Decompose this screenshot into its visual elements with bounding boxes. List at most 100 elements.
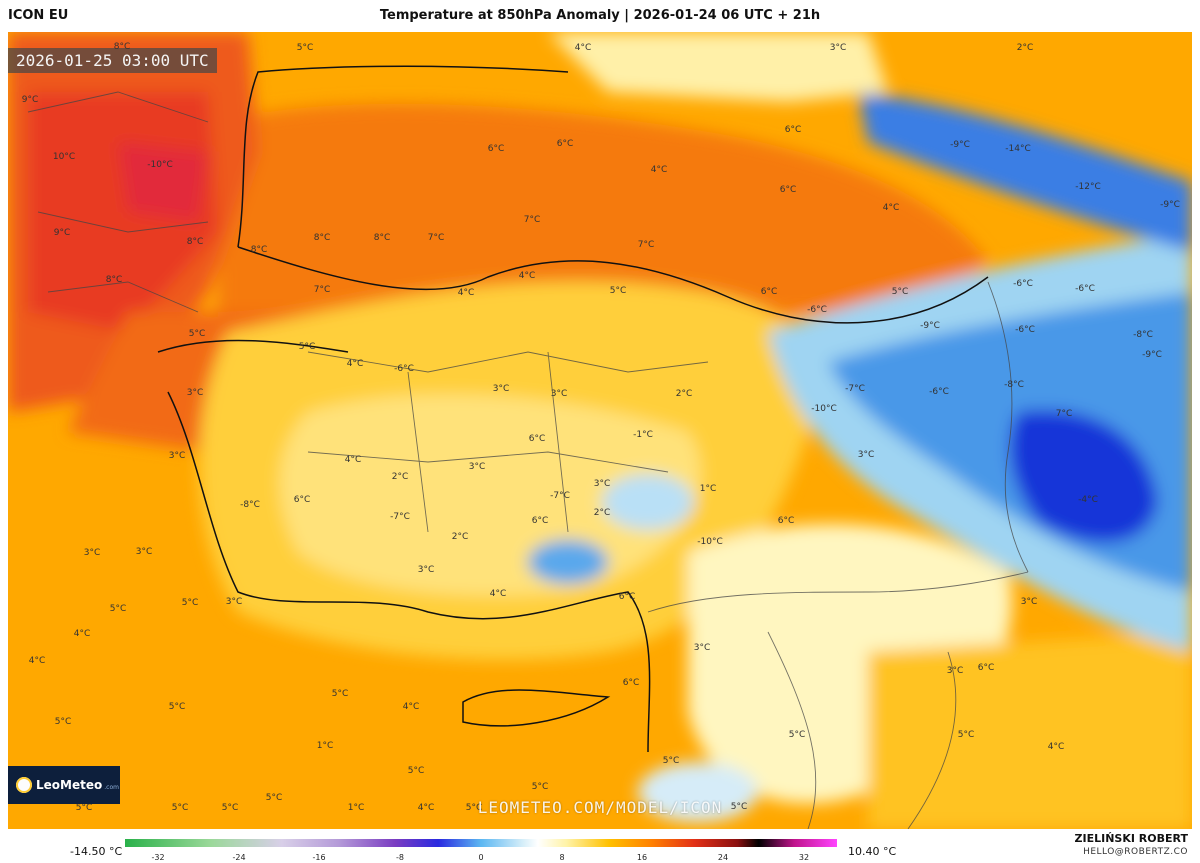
temperature-label: -6°C	[394, 364, 414, 374]
temperature-label: 9°C	[21, 95, 39, 105]
temperature-label: -12°C	[1075, 182, 1101, 192]
color-scale-tick: 16	[636, 853, 648, 862]
temperature-label: 5°C	[331, 689, 349, 699]
logo-subtext: .com	[104, 783, 119, 791]
temperature-label: -9°C	[920, 321, 940, 331]
temperature-label: 7°C	[427, 233, 445, 243]
map-title: Temperature at 850hPa Anomaly | 2026-01-…	[379, 8, 821, 23]
black-sea-south-coast	[237, 246, 989, 324]
temperature-label: 3°C	[492, 384, 510, 394]
borders	[27, 91, 1029, 829]
color-scale-bar	[125, 839, 837, 847]
temperature-label: 6°C	[779, 185, 797, 195]
temperature-label: 3°C	[946, 666, 964, 676]
scale-max-value: 10.40 °C	[848, 845, 897, 858]
color-scale-tick: -24	[232, 853, 246, 862]
temperature-label: 2°C	[451, 532, 469, 542]
temperature-label: 6°C	[784, 125, 802, 135]
color-scale-tick: -32	[151, 853, 165, 862]
central-cool-pocket	[602, 474, 694, 530]
temperature-label: 7°C	[637, 240, 655, 250]
temperature-label: 4°C	[518, 271, 536, 281]
temperature-label: -7°C	[845, 384, 865, 394]
author-name: ZIELIŃSKI ROBERT	[1074, 832, 1188, 845]
temperature-anomaly-map: 2026-01-25 03:00 UTC 8°C 5°C 4°C 3°C 2°C 9°C 1…	[8, 32, 1192, 829]
caucasus-cold-band	[858, 92, 1192, 252]
turkey-east-border	[987, 281, 1029, 573]
levant-cool-pocket	[638, 762, 758, 822]
temperature-label: 5°C	[188, 329, 206, 339]
temperature-label: -14°C	[1005, 144, 1031, 154]
temperature-label: -8°C	[1133, 330, 1153, 340]
syria-iraq-border	[907, 651, 957, 829]
temperature-label: 8°C	[186, 237, 204, 247]
temperature-label: 4°C	[346, 359, 364, 369]
black-sea-west-coast	[237, 65, 569, 248]
temperature-label: -6°C	[807, 305, 827, 315]
balkans-borders	[27, 91, 209, 313]
temperature-label: 8°C	[113, 42, 131, 52]
temperature-label: -4°C	[1078, 495, 1098, 505]
northern-pale-zone	[548, 32, 888, 102]
temperature-label: 3°C	[135, 547, 153, 557]
color-scale-tick: 8	[559, 853, 565, 862]
temperature-label: 5°C	[465, 803, 483, 813]
temperature-label: 5°C	[109, 604, 127, 614]
temperature-label: 2°C	[391, 472, 409, 482]
colorbar-footer: -14.50 °C -32 -24 -16 -8 0 8 16 24 32 10.40 °C Z…	[0, 829, 1200, 863]
leometeo-logo: LeoMeteo .com	[8, 766, 120, 804]
temperature-label: 4°C	[344, 455, 362, 465]
south-anatolia-coast	[167, 391, 651, 753]
temperature-label: 5°C	[298, 342, 316, 352]
black-sea-warm-zone	[218, 103, 988, 333]
temperature-label: 3°C	[225, 597, 243, 607]
color-scale-tick: 32	[798, 853, 810, 862]
temperature-label: 8°C	[313, 233, 331, 243]
temperature-label: 5°C	[662, 756, 680, 766]
temperature-label: 3°C	[468, 462, 486, 472]
temperature-label: 8°C	[373, 233, 391, 243]
temperature-label: 5°C	[265, 793, 283, 803]
temperature-label: -6°C	[1015, 325, 1035, 335]
temperature-label: 4°C	[650, 165, 668, 175]
model-name: ICON EU	[8, 8, 69, 23]
temperature-label: 2°C	[1016, 43, 1034, 53]
temperature-label: 1°C	[699, 484, 717, 494]
temperature-label: 3°C	[168, 451, 186, 461]
temperature-label: 3°C	[857, 450, 875, 460]
temperature-label: 6°C	[777, 516, 795, 526]
temperature-label: 4°C	[1047, 742, 1065, 752]
temperature-label: -7°C	[550, 491, 570, 501]
temperature-label: 5°C	[54, 717, 72, 727]
temperature-label: -10°C	[811, 404, 837, 414]
color-scale-tick: -16	[312, 853, 326, 862]
temperature-label: 6°C	[977, 663, 995, 673]
temperature-label: 5°C	[609, 286, 627, 296]
header-bar: ICON EU Temperature at 850hPa Anomaly | …	[0, 0, 1200, 32]
temperature-label: 6°C	[618, 592, 636, 602]
temperature-label: -9°C	[950, 140, 970, 150]
temperature-label: 3°C	[593, 479, 611, 489]
temperature-label: 2°C	[675, 389, 693, 399]
temperature-label: 3°C	[550, 389, 568, 399]
temperature-label: -6°C	[929, 387, 949, 397]
jordan-border	[767, 631, 817, 829]
temperature-label: 4°C	[489, 589, 507, 599]
cyprus	[462, 689, 611, 727]
temperature-label: -9°C	[1142, 350, 1162, 360]
taurus-cold-pocket	[528, 540, 608, 584]
temperature-label: 5°C	[221, 803, 239, 813]
temperature-label: -6°C	[1075, 284, 1095, 294]
temperature-label: 3°C	[693, 643, 711, 653]
temperature-label: 3°C	[83, 548, 101, 558]
temperature-label: 5°C	[181, 598, 199, 608]
temperature-label: 7°C	[1055, 409, 1073, 419]
temperature-label: 4°C	[73, 629, 91, 639]
valid-time-badge: 2026-01-25 03:00 UTC	[8, 48, 217, 73]
temperature-label: 2°C	[593, 508, 611, 518]
color-scale-tick: -8	[396, 853, 404, 862]
temperature-label: 5°C	[75, 803, 93, 813]
marmara-coast	[157, 339, 349, 353]
scale-min-value: -14.50 °C	[70, 845, 123, 858]
temperature-label: 8°C	[250, 245, 268, 255]
